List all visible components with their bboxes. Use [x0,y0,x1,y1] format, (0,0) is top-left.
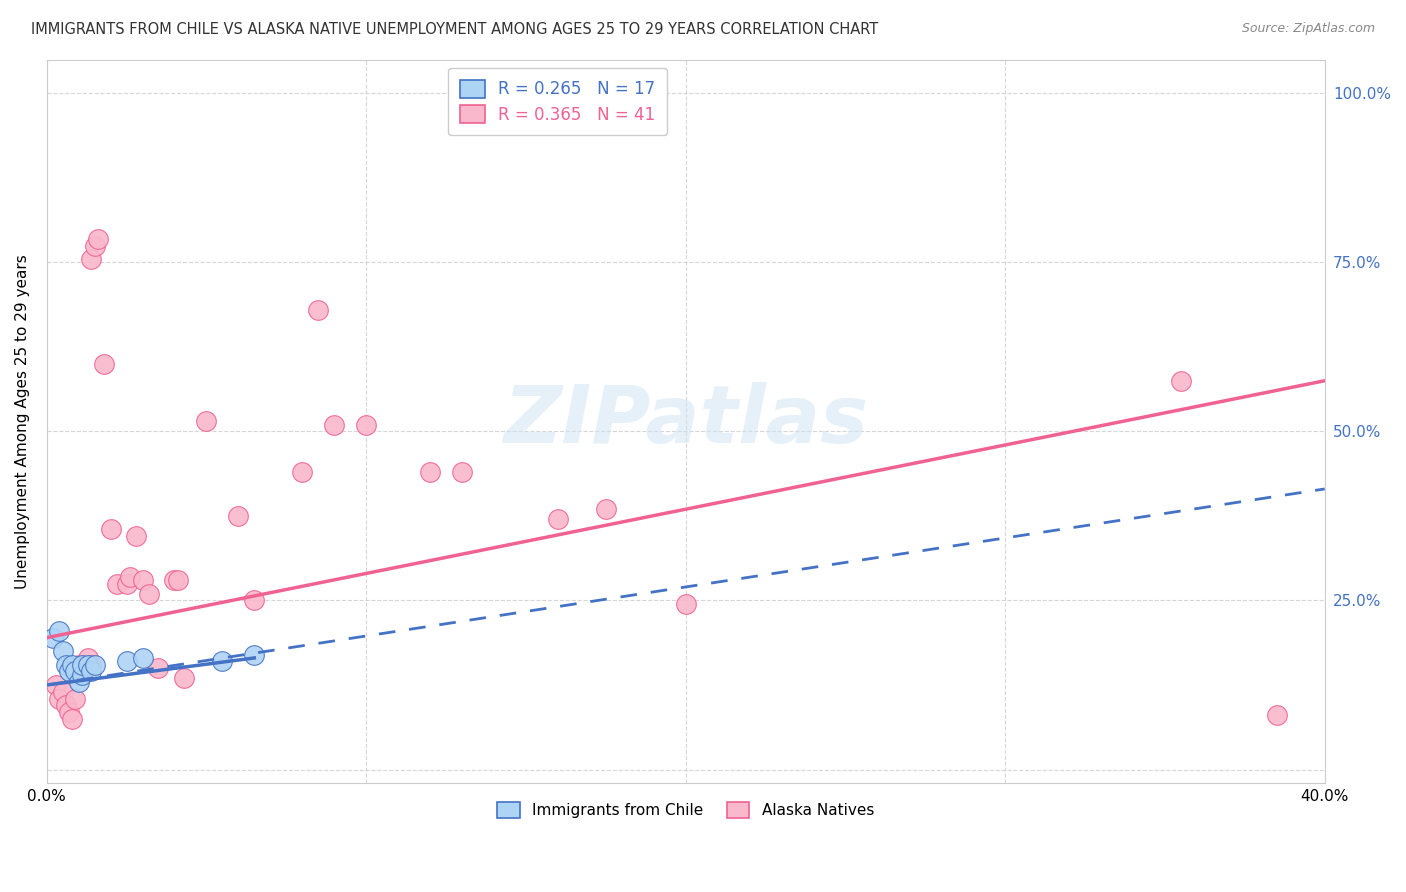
Point [67,657,90,672]
Point [211,654,233,668]
Point [1170,374,1192,388]
Point [70,657,93,672]
Point [65,691,87,706]
Point [228,508,250,523]
Point [93,357,115,371]
Point [115,576,138,591]
Point [83,238,105,252]
Point [73,657,96,672]
Point [45,678,67,692]
Point [67,674,90,689]
Point [243,593,266,607]
Text: IMMIGRANTS FROM CHILE VS ALASKA NATIVE UNEMPLOYMENT AMONG AGES 25 TO 29 YEARS CO: IMMIGRANTS FROM CHILE VS ALASKA NATIVE U… [31,22,879,37]
Point [115,654,138,668]
Point [65,665,87,679]
Point [70,665,93,679]
Point [58,705,80,719]
Point [323,417,346,432]
Point [42,631,65,645]
Point [173,671,195,685]
Point [105,576,128,591]
Point [55,657,77,672]
Point [131,573,153,587]
Point [163,573,186,587]
Point [55,698,77,713]
Point [547,512,569,526]
Point [166,573,188,587]
Point [595,502,617,516]
Point [48,691,70,706]
Point [451,465,474,479]
Point [148,661,170,675]
Point [48,624,70,638]
Point [87,232,110,246]
Point [1265,708,1288,723]
Point [83,657,105,672]
Point [52,685,75,699]
Legend: Immigrants from Chile, Alaska Natives: Immigrants from Chile, Alaska Natives [489,795,882,826]
Point [243,648,266,662]
Point [131,651,153,665]
Point [118,570,141,584]
Point [77,657,100,672]
Point [80,252,103,266]
Text: Source: ZipAtlas.com: Source: ZipAtlas.com [1241,22,1375,36]
Point [138,587,160,601]
Point [58,665,80,679]
Point [100,523,122,537]
Point [60,712,83,726]
Point [419,465,441,479]
Point [77,651,100,665]
Point [80,657,103,672]
Point [52,644,75,658]
Point [195,414,218,428]
Point [60,657,83,672]
Point [291,465,314,479]
Y-axis label: Unemployment Among Ages 25 to 29 years: Unemployment Among Ages 25 to 29 years [15,254,30,589]
Point [307,302,329,317]
Point [80,665,103,679]
Text: ZIPatlas: ZIPatlas [503,383,868,460]
Point [70,668,93,682]
Point [125,529,148,543]
Point [675,597,697,611]
Point [354,417,377,432]
